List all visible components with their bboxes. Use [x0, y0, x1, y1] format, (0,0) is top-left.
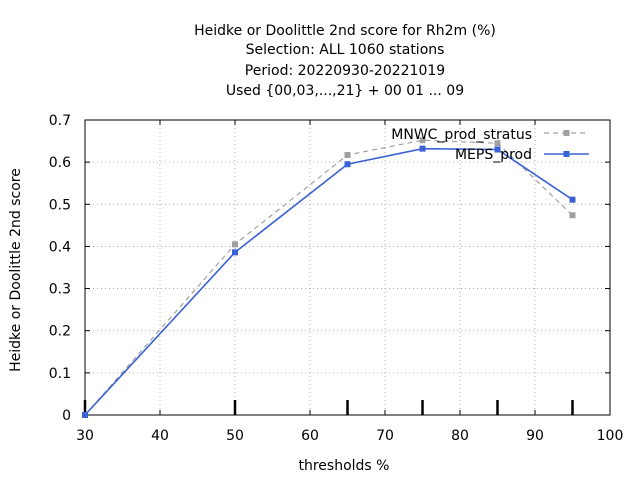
x-tick-label: 100 [597, 428, 624, 444]
series-line [84, 139, 573, 416]
x-tick-label: 40 [151, 428, 169, 444]
data-point [232, 249, 238, 256]
y-tick-label: 0.6 [49, 155, 71, 171]
legend-swatch-marker [563, 151, 570, 157]
data-point [344, 161, 351, 168]
y-tick-label: 0.3 [49, 282, 71, 298]
chart-title: Heidke or Doolittle 2nd score for Rh2m (… [194, 23, 496, 99]
x-tick-label: 80 [451, 428, 469, 444]
y-tick-label: 0 [62, 408, 71, 424]
title-line-1: Heidke or Doolittle 2nd score for Rh2m (… [194, 23, 496, 39]
series-layer [82, 137, 576, 418]
y-tick-label: 0.5 [49, 197, 71, 213]
x-tick-label: 90 [526, 428, 544, 444]
y-tick-labels: 0 0.1 0.2 0.3 0.4 0.5 0.6 0.7 [49, 113, 71, 424]
x-tick-label: 60 [301, 428, 319, 444]
y-tick-label: 0.1 [49, 366, 71, 382]
plot-frame [84, 119, 611, 416]
data-point [494, 140, 501, 147]
y-axis-label: Heidke or Doolittle 2nd score [8, 168, 24, 372]
data-point [569, 212, 576, 219]
title-line-3: Period: 20220930-20221019 [245, 63, 445, 79]
title-line-2: Selection: ALL 1060 stations [246, 42, 445, 58]
y-tick-label: 0.4 [49, 239, 71, 255]
series-line [84, 147, 573, 416]
legend-swatch-marker [563, 130, 570, 136]
title-line-4: Used {00,03,...,21} + 00 01 ... 09 [226, 83, 464, 99]
axis-ticks [84, 119, 611, 416]
x-axis-label: thresholds % [299, 458, 390, 474]
x-tick-label: 50 [226, 428, 244, 444]
y-tick-label: 0.7 [49, 113, 71, 129]
legend-label: MNWC_prod_stratus [391, 127, 532, 143]
data-point [232, 241, 238, 248]
x-tick-labels: 30 40 50 60 70 80 90 100 [76, 428, 623, 444]
data-point [82, 412, 88, 418]
series-2 [82, 145, 576, 418]
data-point [494, 146, 501, 153]
data-point [419, 137, 426, 144]
data-point [344, 151, 351, 158]
data-point [419, 145, 426, 152]
x-tick-label: 70 [376, 428, 394, 444]
legend: MNWC_prod_stratus MEPS_prod [391, 127, 589, 163]
legend-label: MEPS_prod [455, 147, 532, 163]
data-threshold-ticks [83, 400, 574, 415]
y-tick-label: 0.2 [49, 324, 71, 340]
data-point [569, 196, 576, 203]
x-tick-label: 30 [76, 428, 94, 444]
